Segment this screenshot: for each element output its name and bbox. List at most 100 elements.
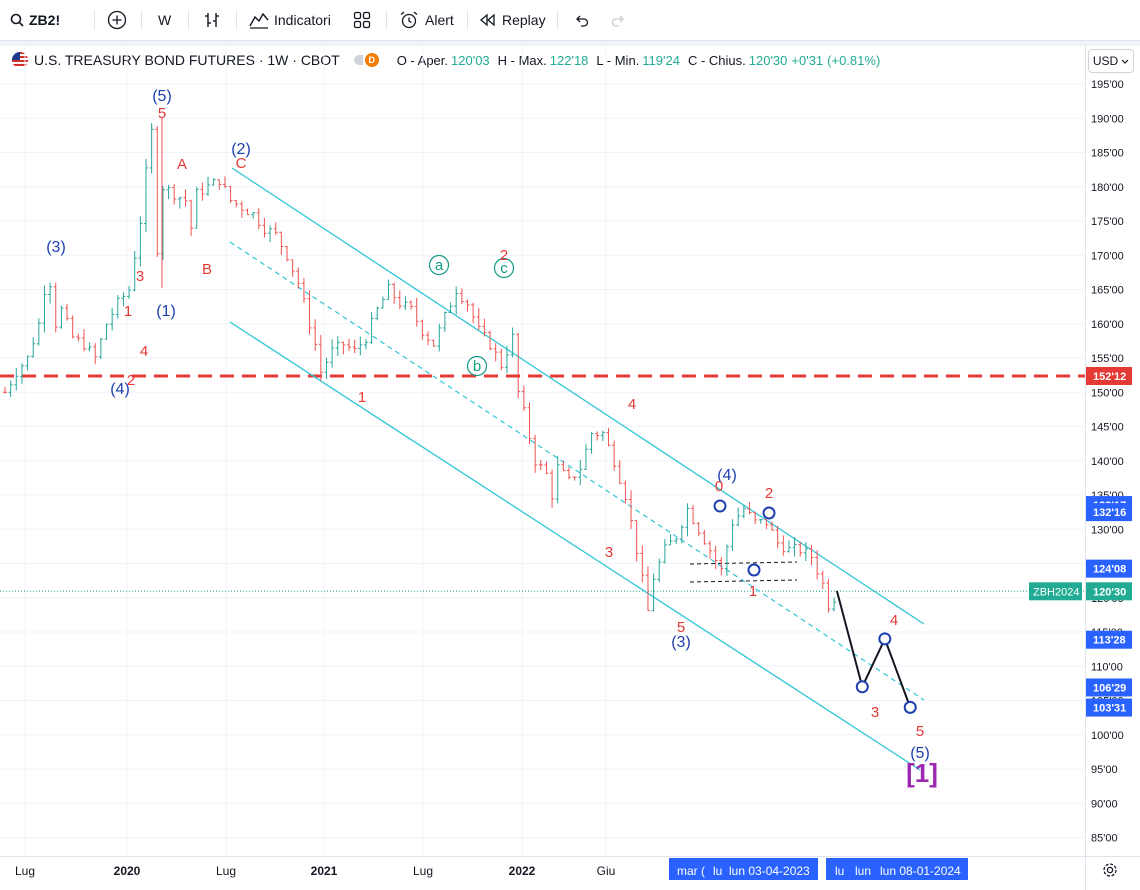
price-bar <box>493 343 498 362</box>
price-bar <box>572 476 577 481</box>
replay-button[interactable]: Replay <box>479 0 546 40</box>
price-bar <box>307 290 312 335</box>
alert-button[interactable]: Alert <box>399 0 454 40</box>
price-bar <box>708 540 712 559</box>
price-bar <box>764 519 769 530</box>
price-bar <box>256 208 261 230</box>
price-badge-label: 103'31 <box>1093 703 1126 715</box>
price-bar <box>217 179 222 190</box>
delayed-badge[interactable]: D <box>364 53 379 67</box>
time-badge-label: lu <box>835 864 844 878</box>
interval-button[interactable]: W <box>158 0 171 40</box>
wave-label: b <box>473 358 481 375</box>
settings-button[interactable] <box>1101 861 1119 884</box>
price-badge-label: 113'28 <box>1093 635 1126 647</box>
price-bar <box>380 296 385 309</box>
price-bar <box>335 336 340 356</box>
price-bar <box>301 278 306 303</box>
wave-projection <box>713 499 917 714</box>
redo-button[interactable] <box>611 0 627 40</box>
divider <box>557 10 558 30</box>
wave-label: 4 <box>140 343 148 360</box>
layouts-button[interactable] <box>353 0 371 40</box>
price-bar <box>273 222 278 235</box>
price-bar <box>121 292 126 307</box>
wave-label-circle <box>428 254 450 276</box>
price-badge <box>1086 630 1132 649</box>
indicators-button[interactable]: Indicatori <box>249 0 331 40</box>
price-bar <box>476 307 481 331</box>
price-bar <box>567 467 571 480</box>
low-label: L - Min. <box>596 52 640 68</box>
price-bar <box>674 537 679 545</box>
chevron-down-icon <box>1121 54 1129 68</box>
divider <box>467 10 468 30</box>
channel-upper-line <box>231 167 925 625</box>
price-bar <box>166 185 171 200</box>
price-bar <box>426 331 430 346</box>
price-bar <box>448 302 453 314</box>
price-bar <box>454 286 459 315</box>
rewind-icon <box>479 13 495 27</box>
wave-label: (3) <box>671 634 691 651</box>
price-bar <box>110 307 115 331</box>
price-tick-label: 175'00 <box>1091 216 1124 228</box>
price-tick-label: 140'00 <box>1091 456 1124 468</box>
currency-button[interactable]: USD <box>1088 49 1134 73</box>
divider <box>188 10 189 30</box>
undo-icon <box>573 13 589 27</box>
wave-label: 4 <box>628 396 636 413</box>
symbol-price-tag <box>1029 582 1082 601</box>
price-bar <box>87 342 92 352</box>
horizontal-levels <box>0 374 1085 592</box>
price-bar <box>324 357 329 379</box>
price-bar <box>392 282 397 304</box>
compare-add-button[interactable] <box>107 0 127 40</box>
price-bar <box>544 461 549 475</box>
price-bar <box>36 318 41 346</box>
price-bar <box>363 338 368 350</box>
wave-label: 5 <box>916 723 924 740</box>
alarm-clock-icon <box>399 10 419 30</box>
wave-label: B <box>202 261 212 278</box>
low-value: 119'24 <box>642 52 680 68</box>
price-bar <box>81 329 86 352</box>
wave-label: 1 <box>358 389 366 406</box>
price-bar <box>59 305 64 329</box>
price-bar <box>341 341 346 355</box>
price-axis: 195'00 190'00 185'00 180'00 175'00 170'00 165'… <box>1029 79 1132 845</box>
symbol-search-button[interactable]: ZB2! <box>10 0 60 40</box>
wave-label: C <box>236 155 247 172</box>
price-bar <box>420 319 425 340</box>
price-bar <box>19 363 24 384</box>
price-bar <box>98 337 103 360</box>
price-bar <box>696 522 701 537</box>
divider <box>236 10 237 30</box>
interval-label: W <box>158 12 172 28</box>
gear-icon <box>1101 863 1119 883</box>
price-bar <box>144 159 148 232</box>
price-bar <box>194 186 199 229</box>
projection-point <box>855 680 869 694</box>
price-bar <box>352 339 357 354</box>
price-bar <box>465 299 470 312</box>
level-price-badge <box>1086 366 1132 385</box>
undo-button[interactable] <box>573 0 589 40</box>
wave-label: 3 <box>871 704 879 721</box>
price-bar <box>612 440 617 471</box>
chart-type-button[interactable] <box>203 0 221 40</box>
price-bar <box>504 346 509 374</box>
price-bar <box>623 480 628 504</box>
price-bar <box>279 231 284 255</box>
price-bar <box>127 285 132 299</box>
price-bar <box>645 566 650 612</box>
price-bar <box>234 199 239 208</box>
price-bar <box>499 348 504 371</box>
price-tick-label: 170'00 <box>1091 250 1124 262</box>
price-bar <box>629 490 634 529</box>
price-bar <box>149 123 154 174</box>
close-value: 120'30 <box>748 52 788 68</box>
time-badge-label: lu <box>713 864 722 878</box>
